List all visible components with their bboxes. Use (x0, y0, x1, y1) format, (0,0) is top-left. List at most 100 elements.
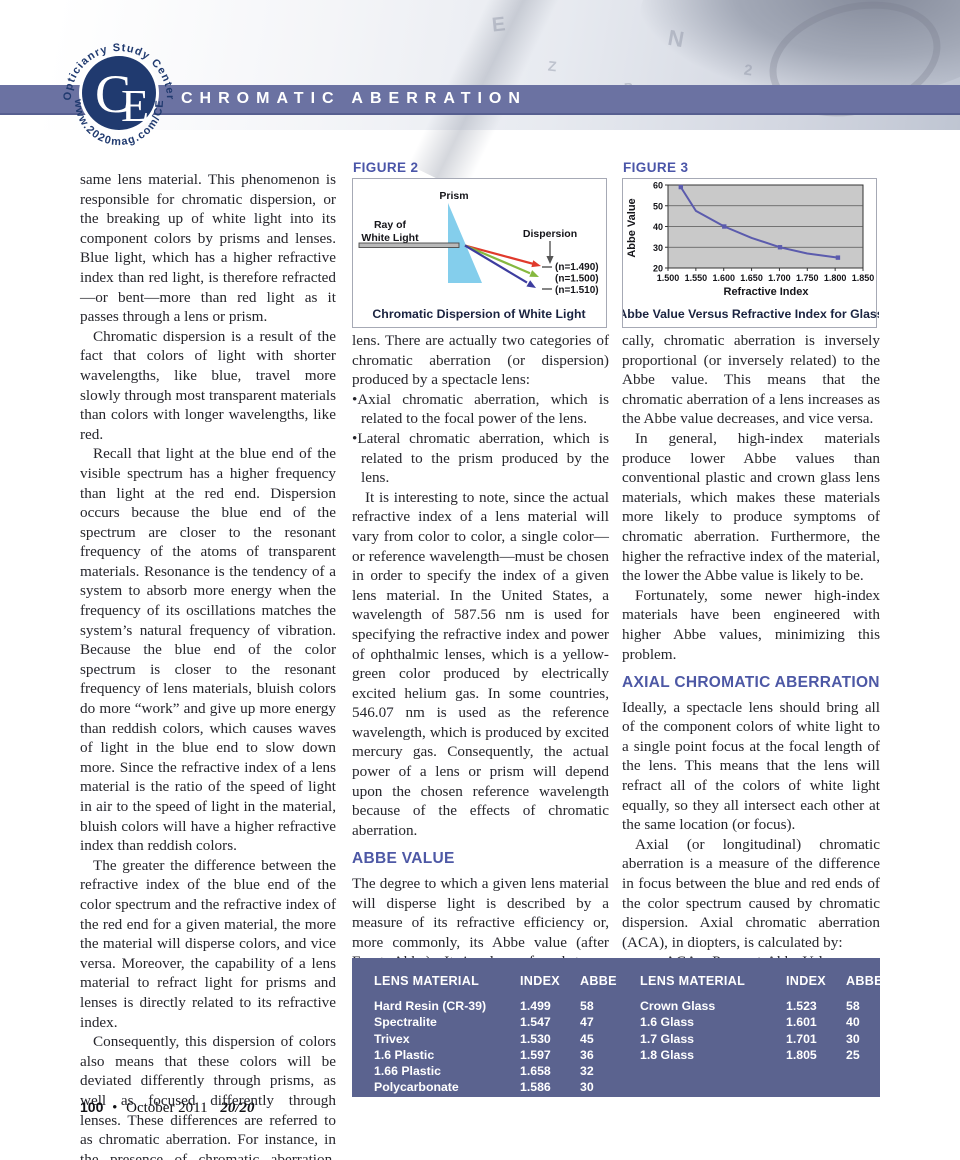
red-ray-arrowhead (531, 260, 541, 268)
table-cell: 45 (580, 1031, 594, 1046)
table-cell: 1.6 Glass (640, 1015, 695, 1030)
table-row: 1.8 Glass 1.805 25 (640, 1047, 860, 1063)
blue-ray (464, 244, 528, 284)
prism-label: Prism (439, 190, 468, 202)
table-cell: 1.547 (520, 1015, 551, 1030)
y-axis-label: Abbe Value (626, 198, 638, 257)
eyechart-letter: E (490, 13, 507, 37)
figure-3-label: FIGURE 3 (623, 160, 689, 175)
x-tick-label: 1.650 (740, 273, 763, 283)
table-header: LENS MATERIAL (640, 974, 746, 988)
white-light-ray (358, 242, 460, 248)
column-middle: lens. There are actually two categories … (352, 331, 609, 1050)
index-label-green: (n=1.500) (555, 274, 599, 285)
ray-label-line2: White Light (361, 232, 419, 244)
abbe-chart-plot: 20 30 40 50 60 1.500 1.550 1.600 1.650 1.700 1.750… (653, 181, 874, 284)
table-cell: 30 (846, 1031, 860, 1046)
x-tick-label: 1.550 (685, 273, 708, 283)
table-row: Crown Glass 1.523 58 (640, 998, 860, 1014)
table-cell: Hard Resin (CR-39) (374, 999, 487, 1014)
table-row: Hard Resin (CR-39) 1.499 58 (374, 998, 594, 1014)
column-right: cally, chromatic aberration is inversely… (622, 331, 880, 1031)
paragraph: Fortunately, some newer high-index mater… (622, 586, 880, 663)
bullet-item: •Lateral chromatic aberration, which is … (352, 429, 609, 487)
issue-date: October 2011 (126, 1100, 208, 1116)
data-point (835, 255, 841, 260)
paragraph: same lens material. This phenomenon is r… (80, 171, 336, 326)
table-header-row: LENS MATERIAL INDEX ABBE (640, 973, 883, 989)
table-cell: 30 (580, 1080, 594, 1095)
table-cell: 1.66 Plastic (374, 1064, 441, 1079)
footer-bullet: • (112, 1100, 118, 1116)
abbe-chart: 20 30 40 50 60 1.500 1.550 1.600 1.650 1.700 1.750… (618, 181, 883, 322)
x-tick-label: 1.500 (657, 273, 680, 283)
lens-table-group-1: LENS MATERIAL INDEX ABBE Hard Resin (CR-39)… (374, 973, 617, 1097)
logo-monogram-e: E (121, 80, 149, 131)
green-ray (464, 244, 531, 275)
x-tick-label: 1.700 (768, 273, 791, 283)
table-cell: 1.8 Glass (640, 1047, 695, 1062)
table-cell: 1.597 (520, 1047, 551, 1062)
paragraph: cally, chromatic aberration is inversely… (622, 332, 880, 428)
paragraph: Ideally, a spectacle lens should bring a… (622, 698, 880, 834)
x-tick-label: 1.600 (712, 273, 735, 283)
table-cell: 1.586 (520, 1080, 551, 1095)
paragraph: lens. There are actually two categories … (352, 332, 609, 389)
abbe-curve (679, 186, 839, 259)
table-row: Polycarbonate 1.586 30 (374, 1079, 594, 1095)
table-cell: 1.499 (520, 999, 551, 1014)
section-heading-axial-chromatic-aberration: AXIAL CHROMATIC ABERRATION (622, 674, 880, 692)
logo-monogram-c: C (95, 64, 131, 124)
table-row: Trivex 1.530 45 (374, 1031, 594, 1047)
prism-shape (448, 203, 482, 283)
table-cell: 1.601 (786, 1015, 817, 1030)
table-cell: 1.658 (520, 1064, 551, 1079)
y-tick-label: 20 (653, 264, 663, 274)
table-cell: 36 (580, 1047, 594, 1062)
index-label-red: (n=1.490) (555, 262, 599, 273)
figure-3-box: 20 30 40 50 60 1.500 1.550 1.600 1.650 1.700 1.750… (618, 178, 884, 328)
table-cell: Crown Glass (640, 999, 716, 1014)
blue-ray-arrowhead (526, 280, 536, 288)
table-header: ABBE (846, 974, 883, 988)
y-tick-label: 30 (653, 243, 663, 253)
table-cell: Trivex (374, 1031, 410, 1046)
paragraph: In general, high-index materials produce… (622, 429, 880, 585)
ce-logo: C E Opticianry Study Center www.2020mag.… (62, 42, 175, 148)
table-cell: 58 (846, 999, 860, 1014)
table-cell: 1.6 Plastic (374, 1047, 435, 1062)
paragraph: The greater the difference between the r… (80, 856, 336, 1031)
paragraph: Axial (or longitudinal) chromatic aberra… (622, 835, 880, 951)
data-point (777, 245, 783, 250)
table-cell: 1.530 (520, 1031, 551, 1046)
data-point (722, 224, 727, 229)
table-cell: 1.701 (786, 1031, 817, 1046)
figure-2-box: Prism Ray of White Light Dispersion (n=1… (352, 178, 607, 328)
table-cell: 58 (580, 999, 594, 1014)
index-label-blue: (n=1.510) (555, 285, 599, 296)
table-row: 1.6 Plastic 1.597 36 (374, 1047, 594, 1063)
section-heading-abbe-value: ABBE VALUE (352, 850, 455, 868)
table-row: 1.6 Glass 1.601 40 (640, 1014, 860, 1030)
table-cell: 40 (846, 1015, 860, 1030)
paragraph: It is interesting to note, since the act… (352, 488, 609, 839)
ray-label-line1: Ray of (374, 219, 407, 231)
red-ray (464, 244, 534, 265)
logo-disc (82, 56, 156, 130)
table-cell: Spectralite (374, 1015, 437, 1030)
figure-3: FIGURE 3 20 30 40 50 60 1.500 1.550 1.600 1.650 1… (618, 160, 884, 328)
green-ray-arrowhead (529, 270, 539, 277)
column-left: same lens material. This phenomenon is r… (80, 170, 336, 1160)
table-cell: 25 (846, 1047, 860, 1062)
table-row: 1.66 Plastic 1.658 32 (374, 1063, 594, 1079)
page-footer: 100 • October 2011 20/20 (80, 1099, 255, 1117)
magazine-brand: 20/20 (220, 1100, 255, 1116)
table-cell: 1.523 (786, 999, 817, 1014)
figure-2-label: FIGURE 2 (353, 160, 419, 175)
dispersion-label: Dispersion (523, 228, 577, 240)
figure-2-caption: Chromatic Dispersion of White Light (372, 307, 585, 321)
data-point (678, 184, 684, 190)
table-cell: 1.7 Glass (640, 1031, 695, 1046)
table-cell: 32 (580, 1064, 594, 1079)
